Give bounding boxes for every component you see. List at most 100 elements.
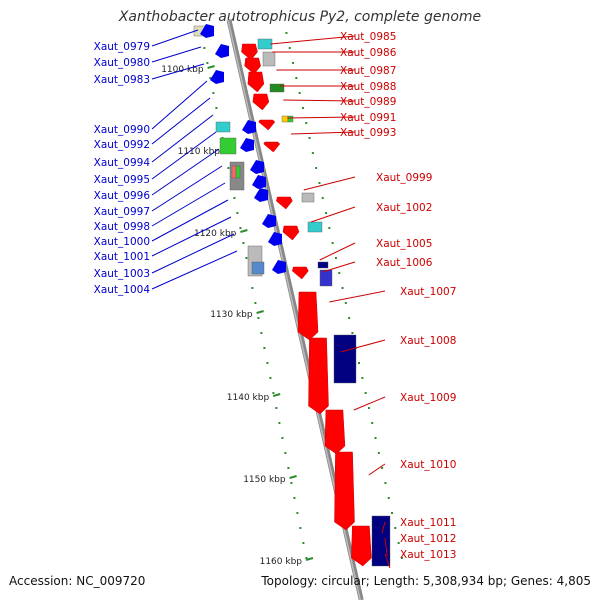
right-leader-line xyxy=(290,131,356,135)
right-track-dot xyxy=(351,332,354,334)
right-leader-line xyxy=(287,116,356,119)
right-track-dot xyxy=(288,47,291,49)
right-gene-label: Xaut_0986 xyxy=(340,47,397,59)
left-gene-label: Xaut_0992 xyxy=(94,139,150,151)
gene-feature xyxy=(319,269,333,287)
scale-tick xyxy=(289,475,297,479)
right-track-dot xyxy=(391,512,394,514)
right-track-dot xyxy=(374,437,377,439)
left-track-dot xyxy=(233,197,236,199)
left-leader-line xyxy=(151,131,217,180)
left-track-dot xyxy=(245,257,248,259)
right-track-dot xyxy=(321,197,324,199)
right-track-dot xyxy=(387,497,390,499)
left-gene-label: Xaut_0990 xyxy=(94,124,150,136)
right-gene-label: Xaut_1009 xyxy=(400,392,456,404)
forward-gene xyxy=(308,337,329,415)
left-track-dot xyxy=(272,392,275,394)
left-gene-label: Xaut_0980 xyxy=(94,57,150,69)
left-leader-line xyxy=(151,199,229,242)
right-track-dot xyxy=(358,362,361,364)
right-track-dot xyxy=(361,377,364,379)
scale-tick xyxy=(272,393,281,397)
reverse-gene xyxy=(262,214,276,228)
left-track-dot xyxy=(212,92,215,94)
scale-label: 1120 kbp xyxy=(194,229,237,239)
left-leader-line xyxy=(151,233,235,274)
right-track-dot xyxy=(328,227,331,229)
scale-label: 1150 kbp xyxy=(243,475,286,485)
reverse-gene xyxy=(272,260,286,274)
gene-feature xyxy=(333,334,357,384)
scale-tick xyxy=(256,310,264,314)
reverse-gene xyxy=(215,44,229,58)
gene-feature xyxy=(287,115,294,123)
left-track-dot xyxy=(227,167,230,169)
right-track-dot xyxy=(318,182,321,184)
left-track-dot xyxy=(254,302,257,304)
right-track-dot xyxy=(334,257,337,259)
reverse-gene xyxy=(240,138,254,152)
right-leader-line xyxy=(303,176,356,191)
left-gene-label: Xaut_0997 xyxy=(94,206,150,218)
scale-tick xyxy=(305,557,314,561)
left-gene-label: Xaut_0994 xyxy=(94,157,151,169)
scale-tick xyxy=(207,65,215,69)
left-track-dot xyxy=(290,482,293,484)
right-leader-line xyxy=(322,261,356,273)
right-leader-line xyxy=(384,537,388,557)
gene-feature xyxy=(301,192,315,203)
right-gene-label: Xaut_0989 xyxy=(340,96,396,108)
right-track-dot xyxy=(381,467,384,469)
right-leader-line xyxy=(270,35,356,45)
forward-gene xyxy=(244,57,261,75)
left-leader-line xyxy=(151,182,226,227)
left-track-dot xyxy=(305,557,308,559)
right-gene-label: Xaut_0987 xyxy=(340,65,396,77)
left-gene-label: Xaut_0983 xyxy=(94,74,150,86)
left-gene-label: Xaut_1003 xyxy=(94,268,150,280)
reverse-gene xyxy=(268,232,282,246)
gene-feature xyxy=(317,261,329,269)
forward-gene xyxy=(324,409,346,455)
forward-gene xyxy=(258,119,276,131)
left-track-dot xyxy=(203,47,206,49)
gene-feature xyxy=(307,221,323,233)
right-gene-label: Xaut_1002 xyxy=(376,202,432,214)
left-gene-label: Xaut_1004 xyxy=(94,284,151,296)
right-gene-label: Xaut_0988 xyxy=(340,81,396,93)
right-track-dot xyxy=(371,422,374,424)
right-track-dot xyxy=(292,62,295,64)
left-track-dot xyxy=(281,437,284,439)
left-leader-line xyxy=(151,97,211,145)
left-gene-label: Xaut_0998 xyxy=(94,221,150,233)
right-gene-label: Xaut_1005 xyxy=(376,238,432,250)
gene-feature xyxy=(262,51,276,67)
right-gene-label: Xaut_0985 xyxy=(340,31,396,43)
gene-feature xyxy=(235,165,241,179)
reverse-gene xyxy=(200,24,214,38)
map-title: Xanthobacter autotrophicus Py2, complete… xyxy=(118,9,482,25)
forward-gene xyxy=(247,71,265,93)
right-track-dot xyxy=(344,302,347,304)
left-leader-line xyxy=(151,216,232,257)
left-track-dot xyxy=(284,452,287,454)
topology-text: Topology: circular; Length: 5,308,934 bp… xyxy=(261,574,591,588)
right-gene-label: Xaut_1006 xyxy=(376,257,433,269)
left-leader-line xyxy=(151,165,223,212)
left-track-dot xyxy=(251,287,254,289)
left-gene-label: Xaut_0979 xyxy=(94,41,150,53)
left-track-dot xyxy=(263,347,266,349)
forward-gene xyxy=(241,43,258,61)
left-leader-line xyxy=(151,250,238,290)
right-track-dot xyxy=(311,152,314,154)
right-gene-label: Xaut_0993 xyxy=(340,127,396,139)
left-track-dot xyxy=(266,362,269,364)
left-track-dot xyxy=(215,107,218,109)
right-track-dot xyxy=(325,212,328,214)
reverse-gene xyxy=(250,160,264,174)
right-leader-line xyxy=(384,553,391,569)
right-track-dot xyxy=(348,317,351,319)
